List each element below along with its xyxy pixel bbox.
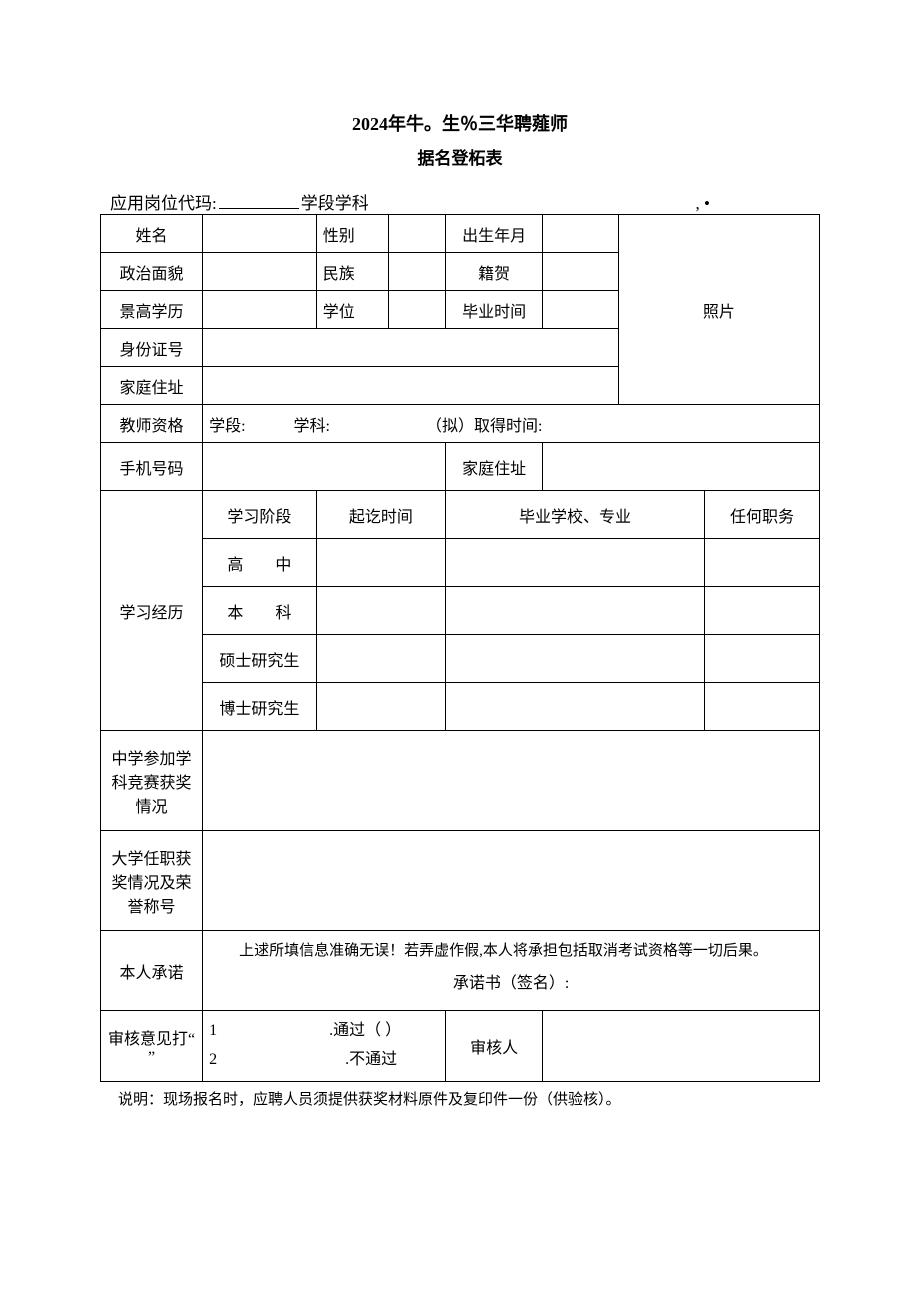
- name-value[interactable]: [203, 215, 317, 253]
- hs-time[interactable]: [316, 539, 445, 587]
- addr2-label: 家庭住址: [446, 443, 543, 491]
- review-label: 审核意见打“ ”: [101, 1011, 203, 1082]
- bs-duty[interactable]: [704, 587, 819, 635]
- commit-label: 本人承诺: [101, 931, 203, 1011]
- stage-ms: 硕士研究生: [203, 635, 317, 683]
- row-mid-award: 中学参加学科竞赛获奖情况: [101, 731, 820, 831]
- commit-sign: 承诺书（签名）:: [203, 969, 819, 993]
- ms-school[interactable]: [446, 635, 705, 683]
- phd-school[interactable]: [446, 683, 705, 731]
- footnote: 说明：现场报名时，应聘人员须提供获奖材料原件及复印件一份（供验核）。: [100, 1082, 820, 1109]
- birth-value[interactable]: [543, 215, 618, 253]
- hs-duty[interactable]: [704, 539, 819, 587]
- form-table: 姓名 性别 出生年月 照片 政治面貌 民族 籍贺 景高学历 学位 毕业时间 身份…: [100, 214, 820, 1082]
- reviewer-label: 审核人: [446, 1011, 543, 1082]
- idnum-label: 身份证号: [101, 329, 203, 367]
- row-commitment: 本人承诺 上逑所填信息准确无误！若弄虚作假,本人将承担包括取消考试资格等一切后果…: [101, 931, 820, 1011]
- row-phone: 手机号码 家庭住址: [101, 443, 820, 491]
- ethnic-label: 民族: [316, 253, 388, 291]
- stage-subject-label: 学段学科: [301, 189, 369, 214]
- uni-award-label: 大学任职获奖情况及荣誉称号: [101, 831, 203, 931]
- commit-cell: 上逑所填信息准确无误！若弄虚作假,本人将承担包括取消考试资格等一切后果。 承诺书…: [203, 931, 820, 1011]
- idnum-value[interactable]: [203, 329, 619, 367]
- gender-value[interactable]: [388, 215, 446, 253]
- gradtime-value[interactable]: [543, 291, 618, 329]
- native-value[interactable]: [543, 253, 618, 291]
- birth-label: 出生年月: [446, 215, 543, 253]
- political-value[interactable]: [203, 253, 317, 291]
- stage-phd: 博士研究生: [203, 683, 317, 731]
- addr-label: 家庭住址: [101, 367, 203, 405]
- ethnic-value[interactable]: [388, 253, 446, 291]
- name-label: 姓名: [101, 215, 203, 253]
- native-label: 籍贺: [446, 253, 543, 291]
- commit-text: 上逑所填信息准确无误！若弄虚作假,本人将承担包括取消考试资格等一切后果。: [203, 931, 819, 969]
- stage-bs: 本 科: [203, 587, 317, 635]
- addr2-value[interactable]: [543, 443, 820, 491]
- teachqual-label: 教师资格: [101, 405, 203, 443]
- post-code-label: 应用岗位代玛:: [110, 189, 217, 214]
- title-line1: 2024年牛。生％三华聘薤师: [100, 110, 820, 136]
- phd-time[interactable]: [316, 683, 445, 731]
- ms-time[interactable]: [316, 635, 445, 683]
- photo-cell: 照片: [618, 215, 819, 405]
- stage-hs: 高 中: [203, 539, 317, 587]
- teachqual-content[interactable]: 学段: 学科: （拟）取得时间:: [203, 405, 820, 443]
- addr-value[interactable]: [203, 367, 619, 405]
- col-time: 起讫时间: [316, 491, 445, 539]
- edu-label: 景高学历: [101, 291, 203, 329]
- row-study-header: 学习经历 学习阶段 起讫时间 毕业学校、专业 任何职务: [101, 491, 820, 539]
- row-study-hs: 高 中: [101, 539, 820, 587]
- row-name: 姓名 性别 出生年月 照片: [101, 215, 820, 253]
- col-school: 毕业学校、专业: [446, 491, 705, 539]
- edu-value[interactable]: [203, 291, 317, 329]
- title-block: 2024年牛。生％三华聘薤师 据名登柘表: [100, 110, 820, 169]
- political-label: 政治面貌: [101, 253, 203, 291]
- pre-trail: , •: [696, 194, 710, 214]
- mid-award-value[interactable]: [203, 731, 820, 831]
- gradtime-label: 毕业时间: [446, 291, 543, 329]
- row-review: 审核意见打“ ” 1 .通过（ ） 2 .不通过 审核人: [101, 1011, 820, 1082]
- bs-time[interactable]: [316, 587, 445, 635]
- phone-value[interactable]: [203, 443, 446, 491]
- hs-school[interactable]: [446, 539, 705, 587]
- row-study-phd: 博士研究生: [101, 683, 820, 731]
- post-code-value[interactable]: [219, 208, 299, 209]
- reviewer-value[interactable]: [543, 1011, 820, 1082]
- uni-award-value[interactable]: [203, 831, 820, 931]
- degree-label: 学位: [316, 291, 388, 329]
- col-duty: 任何职务: [704, 491, 819, 539]
- degree-value[interactable]: [388, 291, 446, 329]
- col-stage: 学习阶段: [203, 491, 317, 539]
- row-study-ms: 硕士研究生: [101, 635, 820, 683]
- studyexp-label: 学习经历: [101, 491, 203, 731]
- bs-school[interactable]: [446, 587, 705, 635]
- row-study-bs: 本 科: [101, 587, 820, 635]
- review-opts[interactable]: 1 .通过（ ） 2 .不通过: [203, 1011, 446, 1082]
- phone-label: 手机号码: [101, 443, 203, 491]
- row-uni-award: 大学任职获奖情况及荣誉称号: [101, 831, 820, 931]
- ms-duty[interactable]: [704, 635, 819, 683]
- gender-label: 性别: [316, 215, 388, 253]
- phd-duty[interactable]: [704, 683, 819, 731]
- title-line2: 据名登柘表: [100, 144, 820, 169]
- mid-award-label: 中学参加学科竞赛获奖情况: [101, 731, 203, 831]
- row-teacher-qual: 教师资格 学段: 学科: （拟）取得时间:: [101, 405, 820, 443]
- pre-row: 应用岗位代玛: 学段学科 , •: [100, 189, 820, 214]
